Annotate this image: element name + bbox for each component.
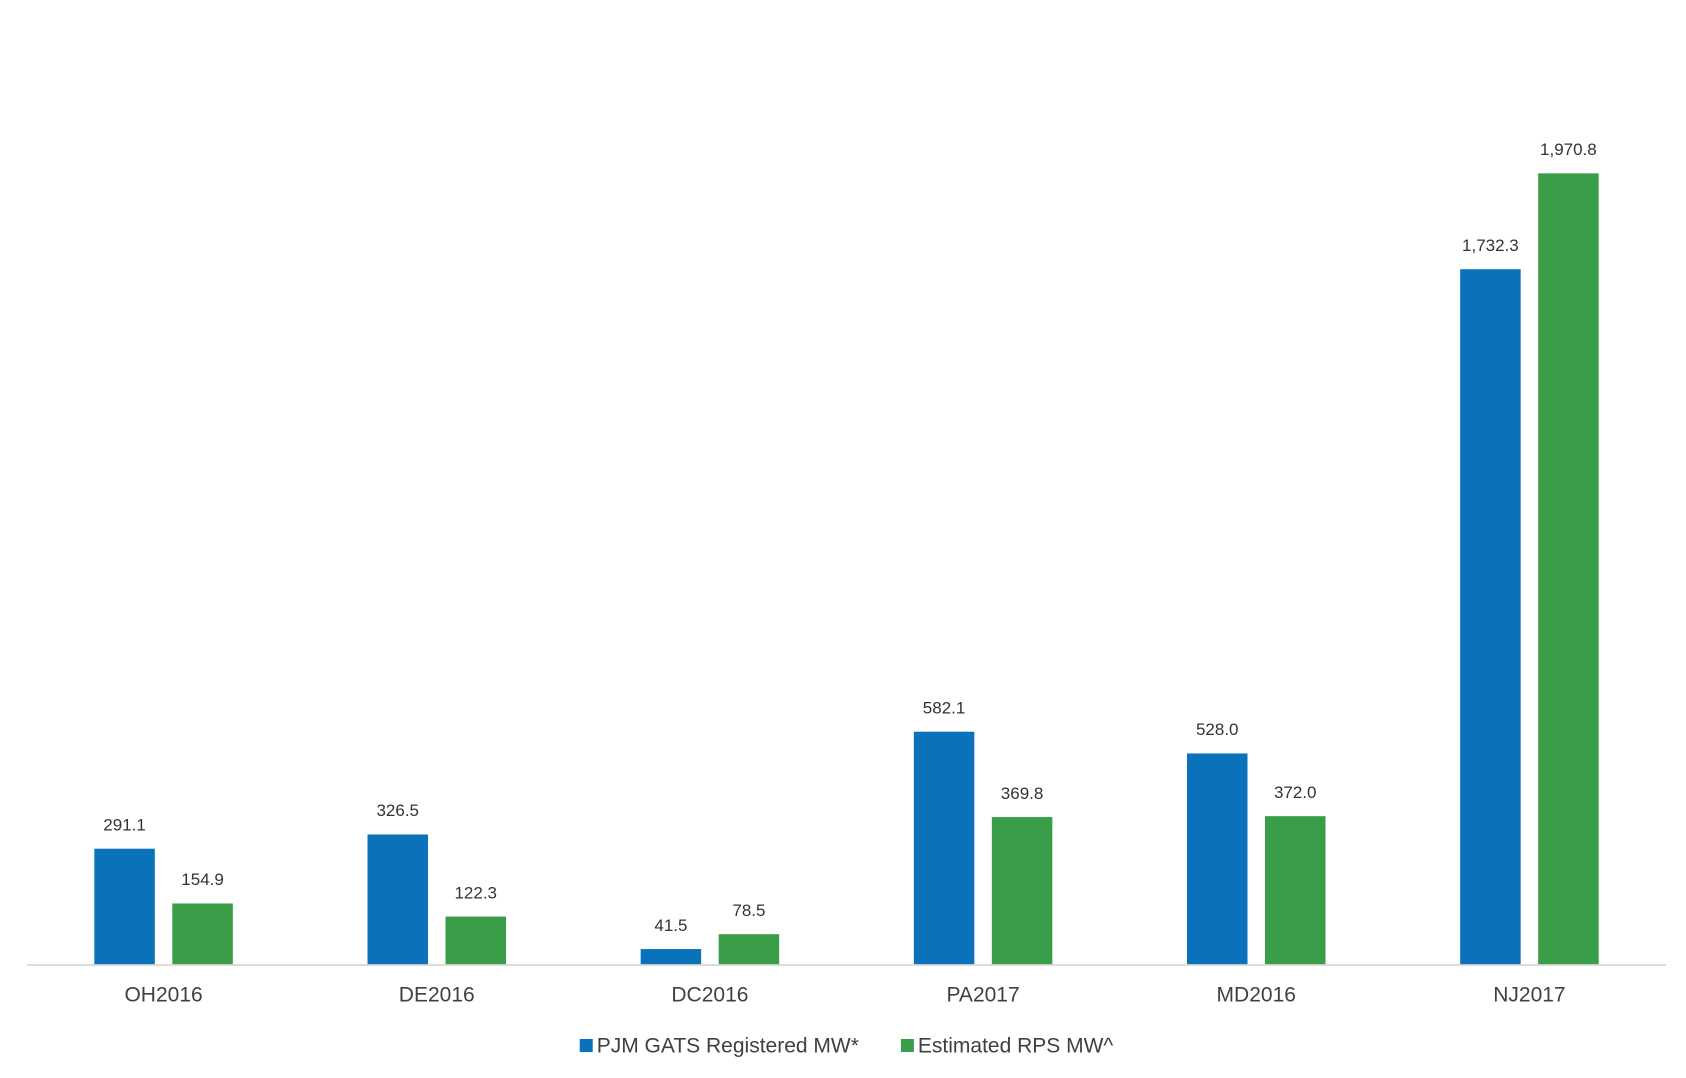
bar [170,901,235,966]
legend-label: PJM GATS Registered MW* [597,1035,859,1058]
x-tick-label: MD2016 [1217,984,1296,1007]
bar [1185,751,1249,966]
value-label: 582.1 [923,698,966,717]
bar [639,947,703,966]
value-label: 1,970.8 [1540,140,1597,159]
bar [1458,267,1523,966]
legend: PJM GATS Registered MW* Estimated RPS MW^ [579,1035,1114,1058]
bar [366,832,430,966]
value-label: 326.5 [376,801,419,820]
value-label: 291.1 [103,815,146,834]
value-label: 1,732.3 [1462,236,1519,255]
value-label: 528.0 [1196,720,1239,739]
value-label: 41.5 [654,916,687,935]
bar [1263,814,1327,966]
value-label: 372.0 [1274,783,1317,802]
bar [92,847,157,966]
x-tick-label: OH2016 [124,984,202,1007]
value-label: 369.8 [1001,784,1044,803]
value-label: 154.9 [181,870,224,889]
x-tick-label: DE2016 [399,984,475,1007]
legend-label: Estimated RPS MW^ [918,1035,1114,1058]
bar [912,730,976,966]
x-tick-label: NJ2017 [1493,984,1565,1007]
value-label: 122.3 [454,883,497,902]
legend-swatch [579,1039,593,1052]
legend-swatch [900,1039,914,1052]
x-tick-label: DC2016 [671,984,748,1007]
bar [1536,171,1601,966]
x-tick-label: PA2017 [946,984,1019,1007]
bar [717,932,781,966]
value-label: 78.5 [732,901,765,920]
bar [990,815,1054,966]
bar [444,915,508,966]
